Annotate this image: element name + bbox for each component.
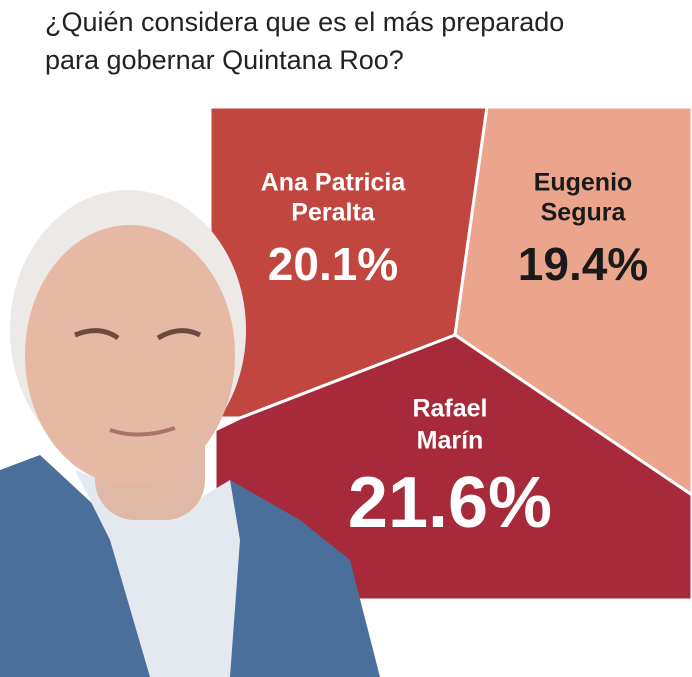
region-label: Ana Patricia bbox=[261, 169, 407, 197]
region-label: Marín bbox=[417, 427, 484, 455]
face bbox=[25, 225, 235, 485]
region-label: Peralta bbox=[291, 199, 375, 227]
eye bbox=[156, 328, 202, 341]
region-label: Rafael bbox=[412, 395, 487, 423]
eye bbox=[74, 328, 120, 341]
region-label: Eugenio bbox=[534, 169, 633, 197]
shirt bbox=[75, 470, 240, 677]
value-label: 19.4% bbox=[518, 238, 648, 290]
region bbox=[453, 105, 692, 497]
title-line: ¿Quién considera que es el más preparado bbox=[45, 7, 564, 37]
value-label: 20.1% bbox=[268, 238, 398, 290]
photo bbox=[0, 190, 380, 677]
region-label: Segura bbox=[541, 199, 627, 227]
mouth bbox=[109, 426, 176, 437]
value-label: 21.6% bbox=[348, 463, 552, 543]
title-line: para gobernar Quintana Roo? bbox=[45, 45, 404, 75]
